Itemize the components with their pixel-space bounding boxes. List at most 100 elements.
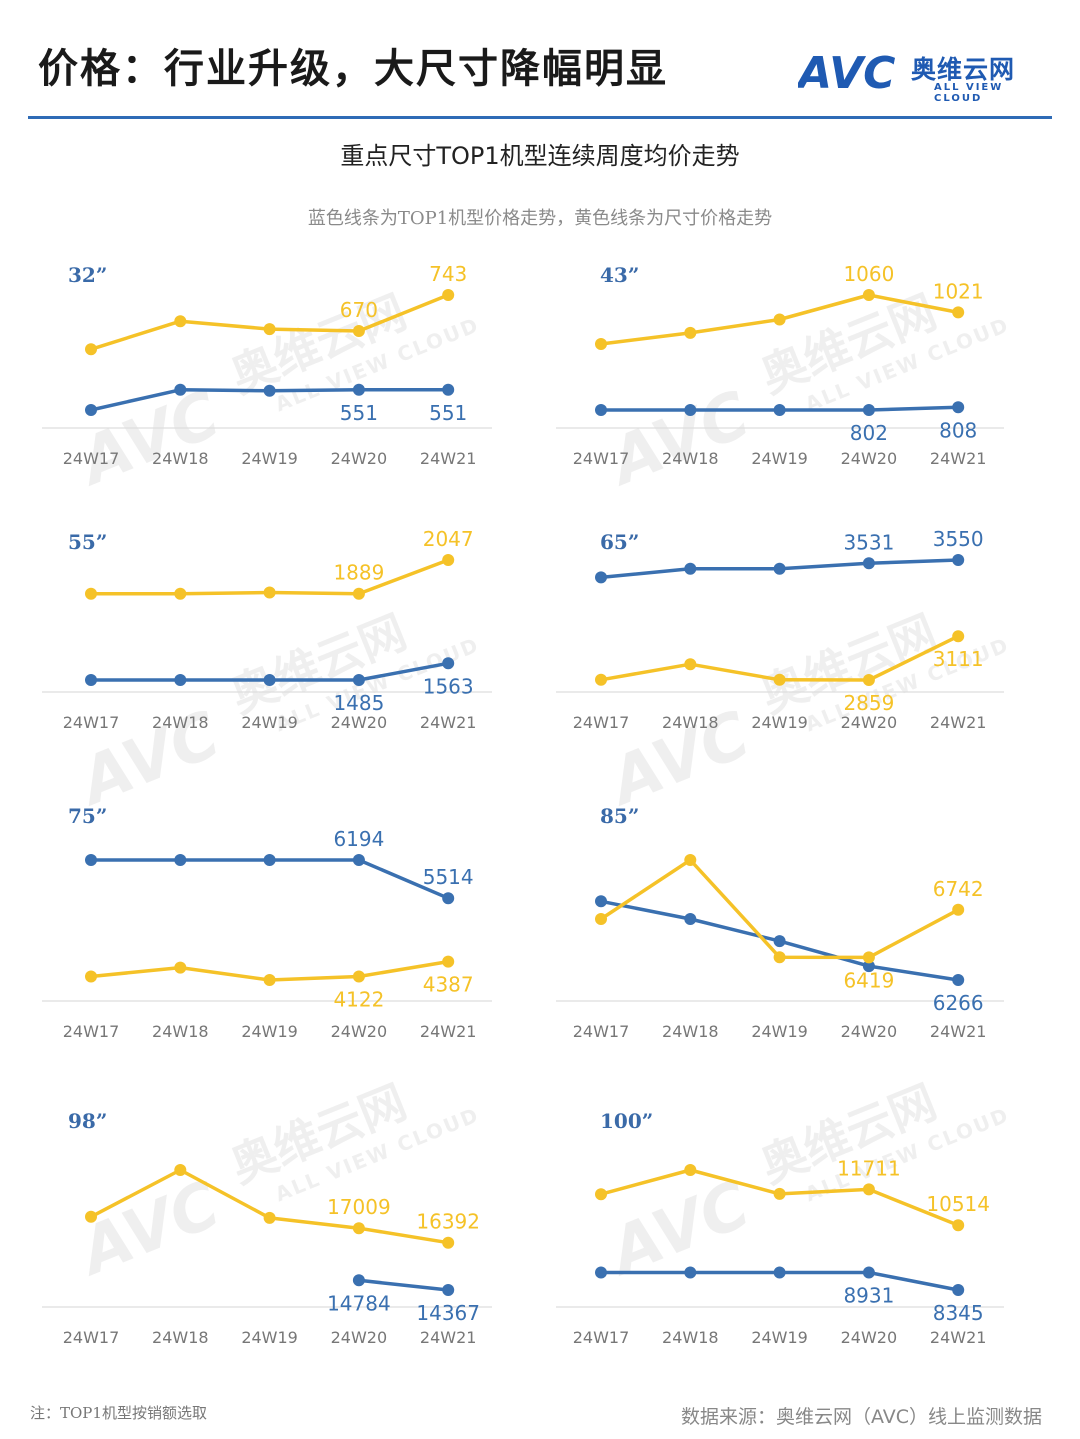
panel-label: 65” xyxy=(600,530,639,554)
top1-point xyxy=(595,571,607,584)
top1-point xyxy=(174,674,187,686)
data-label: 2859 xyxy=(843,691,894,715)
x-tick-label: 24W18 xyxy=(152,1328,209,1347)
x-tick-label: 24W21 xyxy=(420,713,477,732)
x-tick-label: 24W21 xyxy=(420,1328,477,1347)
x-tick-label: 24W18 xyxy=(662,449,719,468)
size_avg-point xyxy=(352,970,365,983)
x-tick-label: 24W18 xyxy=(152,713,209,732)
data-label: 14784 xyxy=(327,1291,391,1315)
data-label: 802 xyxy=(850,421,888,445)
chart-panel: 75” 24W17 24W18 24W19 24W20 24W21 6194 5514 4122… xyxy=(42,804,492,1041)
avc-logo-mark: AVC xyxy=(798,48,895,94)
top1-point xyxy=(352,854,365,866)
data-label: 551 xyxy=(429,401,467,425)
data-label: 6742 xyxy=(933,877,984,901)
x-tick-label: 24W21 xyxy=(930,1328,987,1347)
size_avg-point xyxy=(952,306,965,319)
chart-panel: 55” 24W17 24W18 24W19 24W20 24W21 1889 2047 1485… xyxy=(42,527,492,732)
data-label: 17009 xyxy=(327,1195,391,1219)
size_avg-point xyxy=(862,289,875,301)
data-label: 8345 xyxy=(933,1301,984,1325)
x-tick-label: 24W17 xyxy=(573,1022,630,1041)
data-label: 5514 xyxy=(423,865,474,889)
chart-panel: 85” 24W17 24W18 24W19 24W20 24W21 6266 6419 6742 xyxy=(556,804,1004,1041)
x-tick-label: 24W19 xyxy=(751,1328,808,1347)
top1-point xyxy=(352,674,365,686)
x-tick-label: 24W20 xyxy=(841,449,898,468)
top1-point xyxy=(952,401,965,414)
size_avg-point xyxy=(595,913,607,925)
x-tick-label: 24W19 xyxy=(751,1022,808,1041)
size_avg-point xyxy=(174,587,187,600)
x-tick-label: 24W18 xyxy=(152,449,209,468)
size_avg-point xyxy=(952,630,965,643)
data-label: 16392 xyxy=(416,1210,480,1234)
data-label: 743 xyxy=(429,262,467,286)
chart-panel: 100” 24W17 24W18 24W19 24W20 24W21 11711 10514 8… xyxy=(556,1109,1004,1347)
size_avg-point xyxy=(862,951,875,964)
top1-point xyxy=(85,674,97,686)
top1-point xyxy=(442,1284,455,1296)
data-label: 6419 xyxy=(843,968,894,992)
top1-point xyxy=(773,562,786,575)
chart-subtitle: 蓝色线条为TOP1机型价格走势，黄色线条为尺寸价格走势 xyxy=(307,208,773,229)
x-tick-label: 24W21 xyxy=(930,713,987,732)
size_avg-point xyxy=(263,586,276,599)
top1-point xyxy=(952,554,965,566)
size_avg-point xyxy=(442,1236,455,1249)
data-label: 6194 xyxy=(333,827,384,851)
data-label: 2047 xyxy=(423,527,474,551)
top1-point xyxy=(174,854,187,866)
x-tick-label: 24W17 xyxy=(573,1328,630,1347)
x-tick-label: 24W19 xyxy=(241,1328,298,1347)
size_avg-point xyxy=(85,587,97,600)
top1-point xyxy=(442,383,455,396)
panel-label: 75” xyxy=(68,804,107,828)
data-label: 14367 xyxy=(416,1301,480,1325)
x-tick-label: 24W21 xyxy=(930,449,987,468)
top1-point xyxy=(263,384,276,397)
panel-label: 98” xyxy=(68,1109,107,1133)
size_avg-point xyxy=(773,951,786,964)
top1-point xyxy=(352,1274,365,1287)
size_avg-point xyxy=(595,673,607,686)
top1-point xyxy=(952,1284,965,1296)
top1-point xyxy=(684,404,697,416)
page-title: 价格：行业升级，大尺寸降幅明显 xyxy=(38,46,668,92)
x-tick-label: 24W17 xyxy=(573,713,630,732)
size_avg-point xyxy=(85,970,97,983)
brand-name-cn: 奥维云网 xyxy=(911,55,1016,84)
brand-name-en: ALL VIEW CLOUD xyxy=(934,82,1004,104)
top1-point xyxy=(773,404,786,416)
data-label: 6266 xyxy=(933,991,984,1015)
size_avg-point xyxy=(684,1164,697,1176)
top1-point xyxy=(684,913,697,925)
x-tick-label: 24W19 xyxy=(241,713,298,732)
data-label: 1060 xyxy=(843,262,894,286)
x-tick-label: 24W17 xyxy=(573,449,630,468)
x-tick-label: 24W20 xyxy=(841,713,898,732)
x-tick-label: 24W17 xyxy=(63,1328,120,1347)
data-label: 1563 xyxy=(423,674,474,698)
size_avg-point xyxy=(352,1222,365,1235)
data-label: 1021 xyxy=(933,279,984,303)
size_avg-point xyxy=(174,1164,187,1176)
top1-point xyxy=(595,895,607,908)
size_avg-point xyxy=(352,325,365,337)
top1-point xyxy=(862,557,875,570)
size_avg-point xyxy=(263,1211,276,1224)
data-label: 551 xyxy=(340,401,378,425)
size_avg-point xyxy=(442,554,455,566)
size_avg-point xyxy=(684,658,697,671)
watermark-mark: AVC xyxy=(596,378,760,502)
x-tick-label: 24W20 xyxy=(841,1328,898,1347)
data-label: 808 xyxy=(939,418,977,442)
top1-point xyxy=(862,960,875,973)
top1-point xyxy=(595,404,607,416)
x-tick-label: 24W20 xyxy=(841,1022,898,1041)
size_avg-point xyxy=(352,587,365,600)
top1-point xyxy=(952,974,965,986)
x-tick-label: 24W20 xyxy=(331,449,388,468)
size_avg-point xyxy=(862,674,875,686)
